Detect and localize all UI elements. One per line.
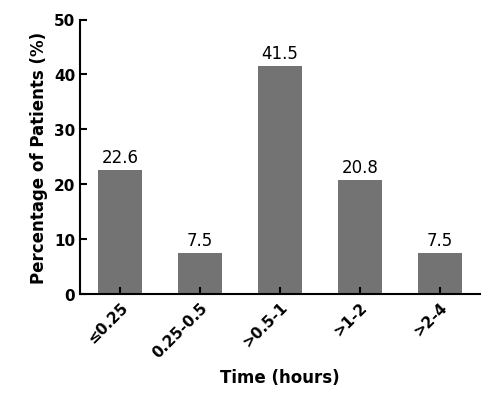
Bar [418,253,462,294]
Text: 22.6: 22.6 [102,149,138,167]
X-axis label: Time (hours): Time (hours) [220,368,340,386]
Text: 7.5: 7.5 [187,231,213,249]
Text: 20.8: 20.8 [342,159,378,177]
Bar [178,253,222,294]
Bar [338,180,382,294]
Bar [98,171,142,294]
Text: 7.5: 7.5 [426,231,453,249]
Bar [258,67,302,294]
Text: 41.5: 41.5 [262,45,298,63]
Y-axis label: Percentage of Patients (%): Percentage of Patients (%) [30,32,48,283]
